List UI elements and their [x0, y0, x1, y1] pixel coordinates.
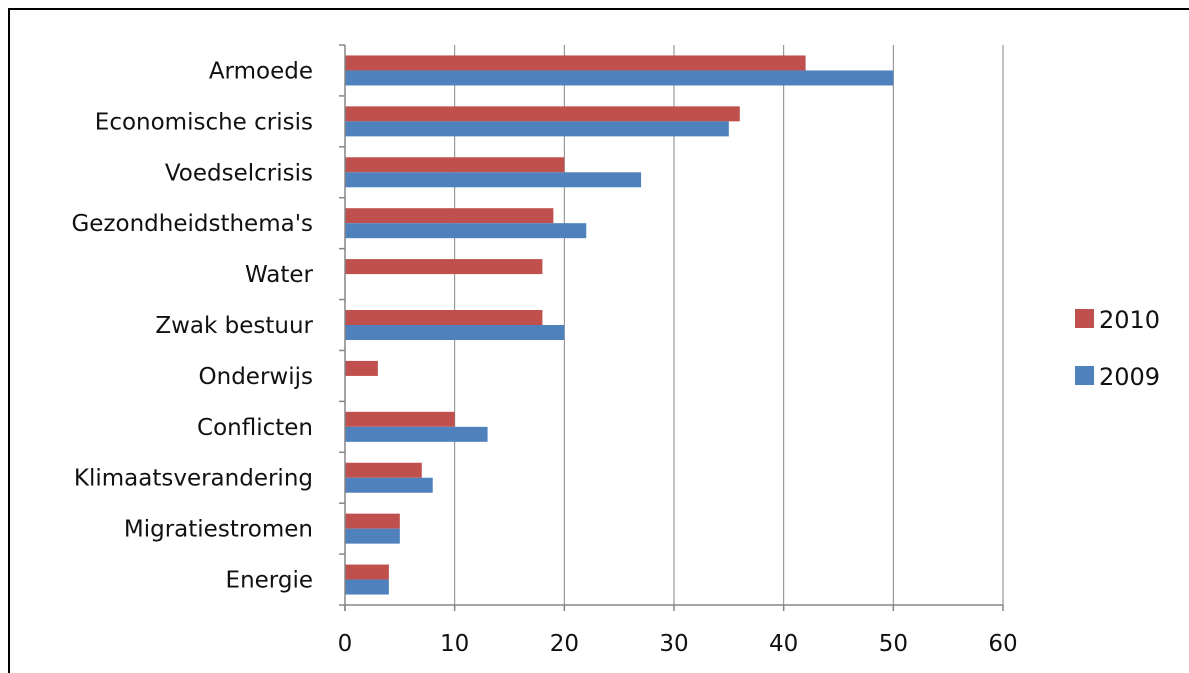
bar-2010 [345, 106, 740, 122]
bar-2010 [345, 259, 543, 275]
legend-label-2009: 2009 [1099, 363, 1160, 391]
legend: 2010 2009 [1075, 306, 1160, 391]
category-label: Gezondheidsthema's [71, 211, 313, 237]
category-label: Migratiestromen [124, 517, 313, 543]
legend-swatch-2010 [1075, 309, 1094, 328]
bar-2009 [345, 528, 400, 544]
bar-2010 [345, 157, 565, 173]
bar-2009 [345, 325, 565, 340]
category-label: Water [245, 262, 314, 288]
category-label: Energie [226, 568, 313, 594]
bar-2010 [345, 513, 400, 529]
x-tick-label: 10 [440, 631, 469, 657]
category-label: Onderwijs [199, 364, 313, 390]
legend-label-2010: 2010 [1099, 306, 1160, 334]
bar-2009 [345, 70, 894, 86]
category-label: Zwak bestuur [155, 313, 313, 339]
bar-2009 [345, 223, 587, 239]
x-tick-label: 30 [659, 631, 688, 657]
category-labels: Armoede Economische crisis Voedselcrisis Ge… [71, 58, 313, 593]
bar-2010 [345, 208, 554, 224]
x-tick-label: 20 [550, 631, 579, 657]
x-tick-label: 40 [769, 631, 798, 657]
category-label: Voedselcrisis [165, 160, 313, 186]
bar-2010 [345, 55, 806, 71]
bar-2009 [345, 579, 389, 595]
bar-2009 [345, 121, 729, 137]
bars [345, 55, 894, 595]
legend-swatch-2009 [1075, 366, 1094, 385]
bar-2010 [345, 360, 378, 376]
x-tick-label: 60 [988, 631, 1017, 657]
x-tick-labels: 0 10 20 30 40 50 60 [338, 631, 1018, 657]
bar-2010 [345, 564, 389, 580]
bar-2009 [345, 477, 433, 493]
bar-2010 [345, 310, 543, 325]
category-label: Klimaatsverandering [74, 466, 313, 492]
bar-2009 [345, 172, 642, 188]
category-label: Armoede [209, 58, 313, 84]
bar-2009 [345, 426, 488, 442]
x-tick-label: 50 [879, 631, 908, 657]
bar-2010 [345, 411, 455, 427]
x-tick-label: 0 [338, 631, 353, 657]
category-label: Conflicten [197, 415, 313, 441]
category-label: Economische crisis [95, 109, 313, 135]
bar-2010 [345, 462, 422, 478]
